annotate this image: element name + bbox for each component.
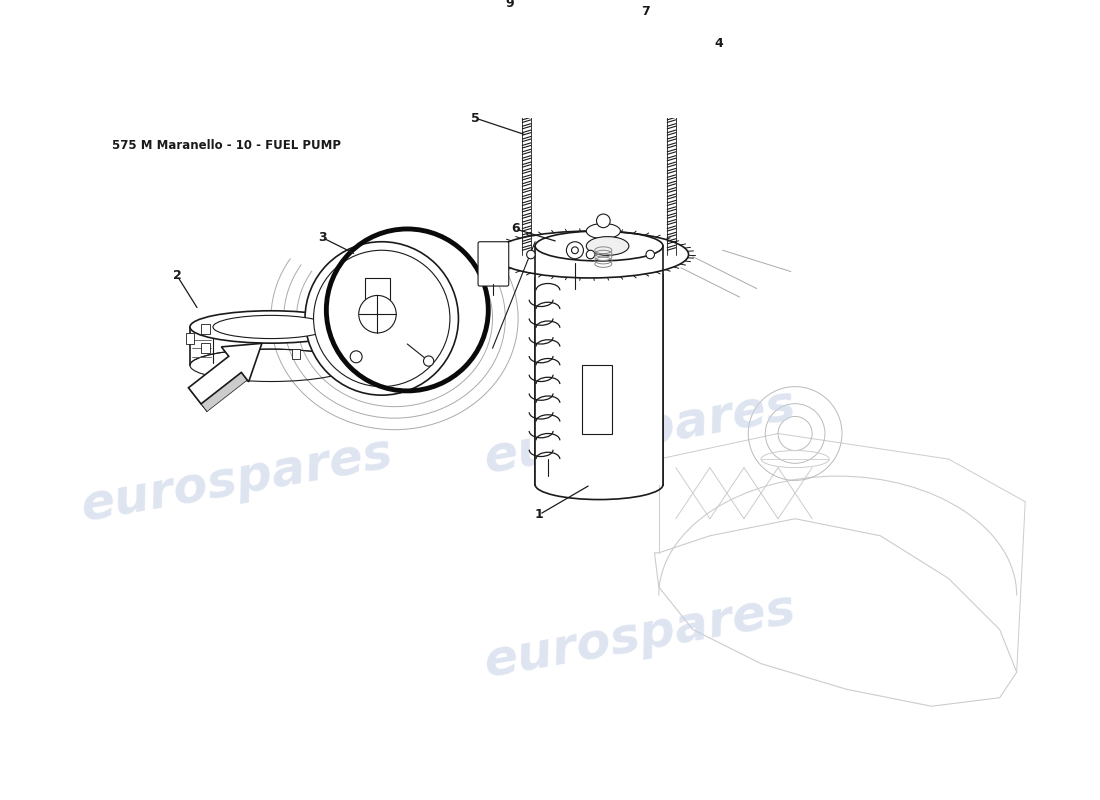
FancyBboxPatch shape (588, 44, 601, 51)
Text: 6: 6 (512, 222, 519, 235)
FancyBboxPatch shape (365, 278, 390, 302)
Polygon shape (188, 343, 262, 404)
Circle shape (646, 250, 654, 258)
Text: 8: 8 (603, 0, 612, 1)
FancyBboxPatch shape (242, 318, 250, 328)
Circle shape (596, 214, 611, 228)
Circle shape (566, 242, 583, 258)
Text: eurospares: eurospares (481, 586, 800, 687)
Ellipse shape (314, 250, 450, 386)
Circle shape (359, 295, 396, 333)
Ellipse shape (588, 22, 601, 29)
Ellipse shape (213, 315, 329, 338)
FancyBboxPatch shape (201, 324, 210, 334)
Text: eurospares: eurospares (77, 429, 397, 530)
FancyBboxPatch shape (292, 349, 300, 359)
Ellipse shape (586, 237, 629, 255)
FancyBboxPatch shape (536, 246, 663, 485)
Text: 4: 4 (714, 37, 723, 50)
Polygon shape (201, 372, 248, 411)
Text: 3: 3 (318, 231, 327, 244)
FancyBboxPatch shape (582, 366, 612, 434)
Ellipse shape (586, 223, 620, 238)
Text: 575 M Maranello - 10 - FUEL PUMP: 575 M Maranello - 10 - FUEL PUMP (111, 139, 341, 153)
FancyBboxPatch shape (201, 343, 210, 353)
FancyBboxPatch shape (510, 56, 688, 78)
Text: eurospares: eurospares (481, 381, 800, 483)
FancyBboxPatch shape (478, 242, 508, 286)
Text: 5: 5 (471, 112, 480, 125)
Ellipse shape (305, 242, 459, 395)
Ellipse shape (536, 231, 663, 261)
FancyBboxPatch shape (186, 334, 195, 343)
Ellipse shape (190, 310, 352, 343)
Circle shape (668, 62, 676, 71)
Text: 2: 2 (173, 270, 182, 282)
Circle shape (586, 250, 595, 258)
FancyBboxPatch shape (292, 318, 300, 328)
Circle shape (572, 247, 579, 254)
FancyBboxPatch shape (588, 35, 601, 42)
FancyBboxPatch shape (332, 324, 341, 334)
Circle shape (424, 356, 433, 366)
Circle shape (591, 62, 600, 71)
Circle shape (350, 351, 362, 362)
FancyBboxPatch shape (332, 343, 341, 353)
Ellipse shape (488, 227, 693, 282)
Circle shape (527, 250, 536, 258)
Text: 7: 7 (641, 5, 650, 18)
Polygon shape (188, 388, 207, 411)
Text: 1: 1 (535, 508, 543, 521)
Text: 9: 9 (505, 0, 514, 10)
FancyBboxPatch shape (242, 349, 250, 359)
Circle shape (521, 62, 530, 71)
